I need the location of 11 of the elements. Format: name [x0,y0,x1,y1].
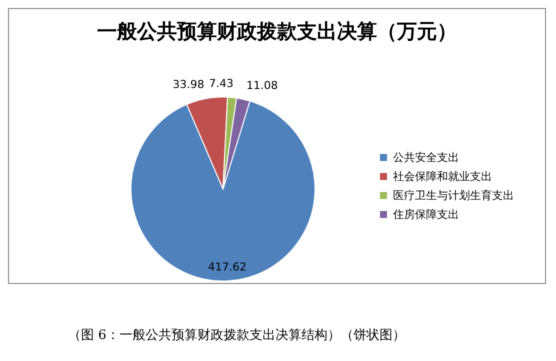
legend-label: 社会保障和就业支出 [393,169,492,185]
legend-label: 住房保障支出 [393,207,459,223]
chart-title: 一般公共预算财政拨款支出决算（万元） [96,18,458,45]
data-label: 417.62 [208,260,246,274]
text: （图 6：一般公共预算财政拨款支出决算结构）（饼状图） [68,327,406,344]
pie-slice [130,100,316,282]
legend-label: 医疗卫生与计划生育支出 [393,188,514,204]
legend-label: 公共安全支出 [393,150,459,166]
data-label: 11.08 [246,79,278,92]
data-label: 7.43 [208,77,234,90]
data-label: 33.98 [172,78,204,92]
